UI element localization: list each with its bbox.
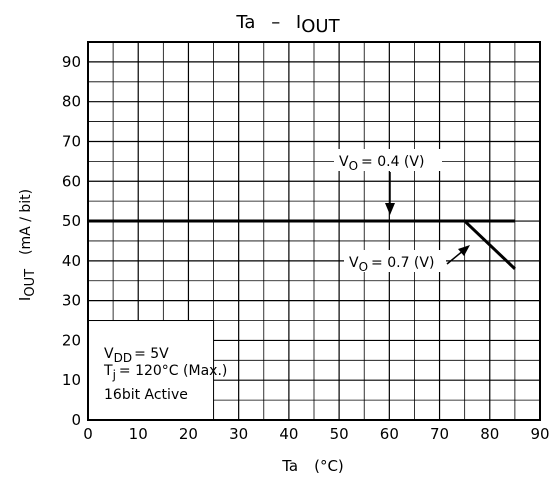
y-tick-label: 40: [62, 252, 81, 270]
x-tick-label: 80: [480, 425, 499, 443]
title-dash: –: [271, 12, 280, 33]
arrowhead-series-2: [458, 245, 470, 256]
x-tick-label: 40: [279, 425, 298, 443]
y-tick-label: 50: [62, 212, 81, 230]
y-tick-label: 90: [62, 53, 81, 71]
x-tick-label: 20: [179, 425, 198, 443]
title-var-sub: OUT: [301, 16, 340, 37]
series-label-vo-0-7: VO = 0.7 (V): [349, 255, 434, 274]
x-tick-label: 60: [380, 425, 399, 443]
title-main: Ta: [235, 12, 255, 33]
y-tick-label: 70: [62, 132, 81, 150]
y-tick-label: 20: [62, 331, 81, 349]
x-tick-label: 90: [530, 425, 549, 443]
label-bg-series-1: [334, 149, 442, 171]
series-label-vo-0-4: VO = 0.4 (V): [339, 154, 424, 173]
x-tick-label: 10: [129, 425, 148, 443]
x-axis-label: Ta (°C): [281, 457, 344, 475]
title-var: I: [296, 12, 301, 33]
series-group: [88, 219, 516, 270]
y-tick-label: 30: [62, 292, 81, 310]
x-tick-label: 0: [83, 425, 93, 443]
x-tick-label: 50: [330, 425, 349, 443]
y-tick-label: 10: [62, 371, 81, 389]
condition-tj: Tj = 120°C (Max.): [103, 363, 227, 382]
tick-labels: 0 10 20 30 40 50 60 70 80 90 0 10 20 30 40 50 60 70 80 90: [62, 53, 550, 443]
chart-title: Ta – IOUT: [235, 12, 340, 37]
y-tick-label: 60: [62, 172, 81, 190]
arrowhead-series-1: [385, 203, 395, 215]
label-bg-series-2: [344, 250, 446, 272]
series-line-2: [463, 219, 516, 270]
x-tick-label: 30: [229, 425, 248, 443]
condition-vdd: VDD = 5V: [104, 346, 169, 365]
condition-mode: 16bit Active: [104, 387, 188, 403]
y-tick-label: 0: [71, 411, 81, 429]
plot-frame: [87, 41, 541, 421]
y-tick-label: 80: [62, 93, 81, 111]
y-axis-label: IOUT(mA / bit): [16, 189, 38, 301]
x-tick-label: 70: [430, 425, 449, 443]
